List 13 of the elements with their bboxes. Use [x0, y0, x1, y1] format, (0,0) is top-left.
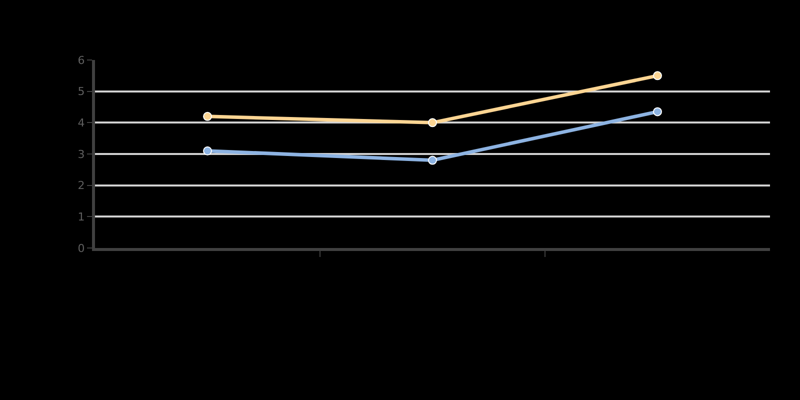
point [203, 146, 212, 156]
y-tick-label: 3 [78, 148, 85, 161]
point [203, 112, 212, 121]
y-tick-label: 5 [78, 85, 85, 98]
point [653, 71, 662, 80]
y-tick-label: 6 [78, 54, 85, 67]
point [653, 107, 662, 116]
y-tick-label: 2 [78, 179, 85, 192]
point [428, 118, 437, 128]
point [428, 156, 437, 165]
y-tick-label: 4 [78, 116, 85, 130]
y-tick-label: 1 [78, 210, 85, 224]
y-tick-label: 0 [78, 242, 85, 255]
